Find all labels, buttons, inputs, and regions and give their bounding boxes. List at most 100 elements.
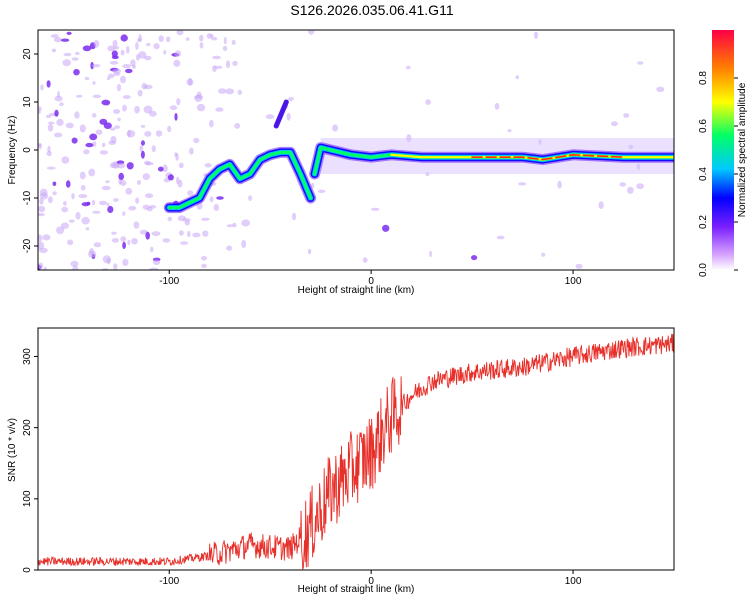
- noise-blob: [39, 192, 49, 200]
- noise-blob: [92, 113, 97, 118]
- noise-blob: [142, 173, 150, 181]
- noise-blob: [101, 185, 111, 191]
- noise-blob: [52, 191, 57, 196]
- noise-blob: [38, 234, 43, 242]
- noise-blob: [54, 109, 59, 117]
- noise-blob: [218, 88, 227, 94]
- noise-blob: [61, 156, 70, 164]
- noise-blob: [38, 143, 42, 150]
- colorbar-tick-label: 0.6: [698, 119, 709, 133]
- noise-blob: [308, 30, 315, 35]
- noise-blob: [213, 204, 219, 211]
- noise-blob: [54, 95, 63, 102]
- noise-blob: [184, 220, 190, 226]
- noise-blob: [163, 50, 167, 55]
- noise-blob: [619, 182, 627, 187]
- noise-blob: [362, 257, 368, 263]
- noise-blob: [111, 238, 119, 243]
- colorbar-tick-label: 0.2: [698, 215, 709, 229]
- colorbar-tick-label: 0.4: [698, 167, 709, 181]
- noise-blob: [91, 199, 96, 206]
- noise-blob: [92, 210, 101, 214]
- noise-blob: [114, 125, 120, 129]
- noise-blob: [46, 166, 56, 170]
- noise-blob: [189, 147, 194, 155]
- noise-blob: [46, 80, 51, 88]
- y-tick-label: 0: [22, 147, 33, 153]
- noise-blob: [38, 106, 42, 111]
- noise-blob: [515, 75, 520, 80]
- noise-blob: [209, 119, 214, 128]
- noise-blob: [507, 129, 512, 133]
- noise-blob: [130, 59, 136, 67]
- noise-blob: [63, 201, 67, 206]
- noise-blob: [40, 84, 44, 91]
- noise-blob: [85, 142, 94, 148]
- noise-blob: [47, 121, 55, 125]
- noise-blob: [150, 246, 154, 253]
- noise-blob: [81, 202, 90, 207]
- noise-blob: [59, 102, 64, 107]
- noise-blob: [128, 205, 137, 211]
- noise-blob: [74, 51, 80, 56]
- noise-blob: [517, 182, 527, 186]
- noise-blob: [135, 197, 140, 204]
- noise-blob: [533, 31, 539, 39]
- noise-blob: [311, 182, 315, 189]
- noise-blob: [83, 149, 90, 155]
- colorbar-label: Normalized spectral amplitude: [737, 82, 748, 217]
- y-tick-label: -10: [22, 190, 33, 205]
- noise-blob: [107, 73, 115, 79]
- noise-blob: [42, 234, 51, 241]
- noise-blob: [38, 110, 41, 114]
- noise-blob: [65, 180, 71, 188]
- noise-blob: [133, 221, 140, 229]
- noise-blob: [174, 152, 178, 157]
- noise-blob: [153, 259, 160, 266]
- noise-blob: [151, 231, 161, 237]
- noise-blob: [137, 89, 143, 97]
- noise-blob: [107, 205, 114, 214]
- noise-blob: [79, 124, 86, 133]
- y-tick-label: 10: [22, 96, 33, 108]
- noise-blob: [89, 133, 98, 141]
- noise-blob: [149, 205, 157, 209]
- noise-blob: [222, 45, 228, 52]
- noise-blob: [112, 39, 118, 48]
- noise-blob: [66, 31, 72, 35]
- y-tick-label: 200: [22, 419, 33, 436]
- y-tick-label: 300: [22, 348, 33, 365]
- noise-blob: [166, 36, 171, 43]
- noise-blob: [291, 212, 297, 221]
- noise-blob: [176, 176, 180, 185]
- noise-blob: [187, 190, 194, 196]
- noise-blob: [174, 50, 182, 57]
- noise-blob: [122, 64, 132, 69]
- colorbar-ticks: 0.0 0.2 0.4 0.6 0.8: [698, 71, 738, 277]
- x-tick-label: 0: [368, 276, 374, 287]
- noise-blob: [188, 77, 193, 86]
- noise-blob: [50, 34, 59, 38]
- noise-blob: [122, 241, 126, 249]
- noise-blob: [627, 186, 634, 194]
- noise-blob: [102, 255, 112, 264]
- noise-blob: [106, 76, 111, 81]
- noise-blob: [225, 60, 231, 69]
- noise-blob: [151, 145, 156, 153]
- noise-blob: [176, 30, 184, 36]
- noise-blob: [135, 41, 139, 50]
- noise-blob: [122, 104, 127, 112]
- noise-blob: [101, 99, 111, 106]
- noise-blob: [167, 125, 172, 133]
- noise-blob: [93, 242, 102, 248]
- noise-blob: [88, 168, 96, 177]
- snr-axes: -100 0 100 0 100 200 300: [22, 348, 582, 587]
- noise-blob: [234, 123, 241, 129]
- noise-blob: [108, 140, 116, 145]
- noise-blob: [85, 227, 90, 231]
- noise-blob: [70, 260, 79, 267]
- noise-blob: [92, 81, 96, 85]
- noise-blob: [79, 171, 86, 180]
- noise-blob: [111, 50, 118, 58]
